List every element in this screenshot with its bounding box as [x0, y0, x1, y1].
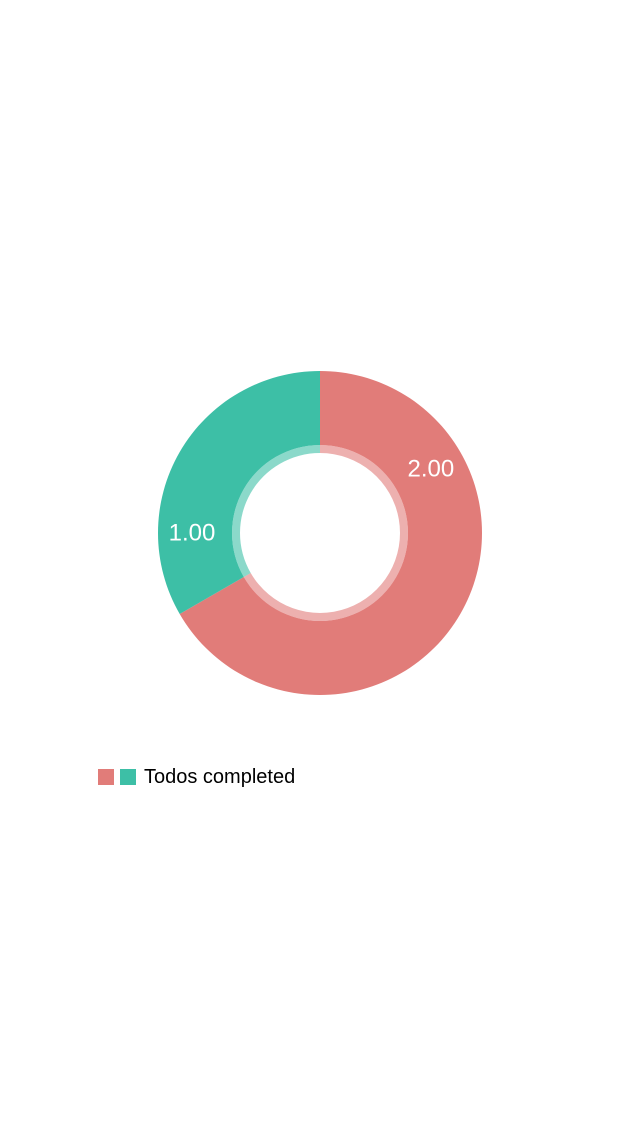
donut-slices [158, 371, 482, 695]
legend-swatch-2 [120, 769, 136, 785]
donut-inner-ring-2 [232, 445, 320, 577]
chart-legend: Todos completed [98, 765, 296, 788]
donut-value-labels: 2.00 1.00 [169, 456, 455, 547]
slice-value-label-1: 2.00 [407, 456, 454, 483]
legend-swatch-1 [98, 769, 114, 785]
slice-value-label-2: 1.00 [169, 520, 216, 547]
legend-label: Todos completed [144, 765, 296, 788]
donut-slice-1 [179, 371, 482, 695]
donut-slice-2 [158, 371, 320, 614]
